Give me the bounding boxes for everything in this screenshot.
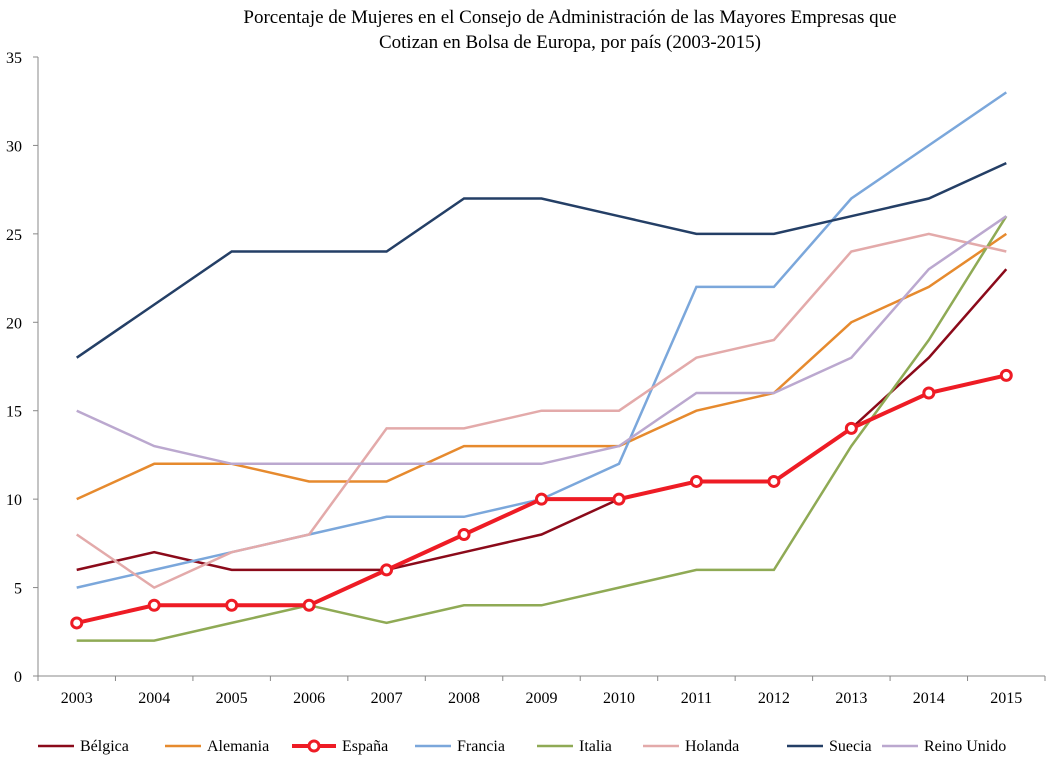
series-italia bbox=[76, 215, 1008, 642]
legend-entry-alemania: Alemania bbox=[165, 738, 269, 755]
data-point-espana bbox=[999, 368, 1013, 382]
legend-label: Reino Unido bbox=[924, 738, 1006, 755]
legend-entry-italia: Italia bbox=[537, 738, 612, 755]
legend-label: Suecia bbox=[829, 738, 872, 755]
y-tick-label: 25 bbox=[6, 227, 22, 244]
chart-axes bbox=[37, 57, 1045, 677]
x-tick-label: 2005 bbox=[216, 690, 248, 707]
legend-label: Alemania bbox=[207, 738, 269, 755]
y-tick-label: 0 bbox=[14, 669, 22, 686]
x-tick-label: 2006 bbox=[293, 690, 325, 707]
data-point-espana bbox=[922, 386, 936, 400]
series-line-reino-unido bbox=[76, 215, 1008, 466]
x-tick-label: 2008 bbox=[448, 690, 480, 707]
data-point-espana bbox=[225, 598, 239, 612]
data-point-espana bbox=[302, 598, 316, 612]
legend-label: Holanda bbox=[685, 738, 739, 755]
legend-label: Bélgica bbox=[80, 738, 129, 755]
data-point-espana bbox=[612, 492, 626, 506]
legend-entry-belgica: Bélgica bbox=[38, 738, 129, 755]
x-tick-label: 2009 bbox=[526, 690, 558, 707]
series-suecia bbox=[75, 161, 1007, 359]
y-tick-label: 5 bbox=[14, 581, 22, 598]
x-tick-label: 2013 bbox=[835, 690, 867, 707]
y-tick-label: 10 bbox=[6, 492, 22, 509]
chart-title-line-2: Cotizan en Bolsa de Europa, por país (20… bbox=[379, 32, 761, 53]
legend-label: Italia bbox=[579, 738, 612, 755]
series-espana bbox=[70, 368, 1013, 630]
x-tick-label: 2007 bbox=[371, 690, 403, 707]
series-holanda bbox=[75, 232, 1007, 590]
chart-title-line-1: Porcentaje de Mujeres en el Consejo de A… bbox=[243, 7, 896, 28]
data-point-espana bbox=[767, 474, 781, 488]
data-point-espana bbox=[70, 616, 84, 630]
data-point-espana bbox=[147, 598, 161, 612]
x-tick-label: 2010 bbox=[603, 690, 635, 707]
legend-entry-suecia: Suecia bbox=[787, 738, 872, 755]
data-point-espana bbox=[689, 474, 703, 488]
y-tick-label: 30 bbox=[6, 138, 22, 155]
data-point-espana bbox=[535, 492, 548, 506]
x-tick-label: 2003 bbox=[61, 690, 93, 707]
series-line-italia bbox=[76, 215, 1008, 642]
x-tick-label: 2011 bbox=[681, 690, 712, 707]
x-tick-label: 2014 bbox=[913, 690, 945, 707]
x-axis-ticks: 2003 2004 2005 2006 2007 2008 2009 2010 2011 2012… bbox=[37, 676, 1046, 707]
series-reino-unido bbox=[76, 215, 1008, 466]
legend-entry-reino-unido: Reino Unido bbox=[882, 738, 1006, 755]
series-line-holanda bbox=[75, 232, 1007, 590]
legend-entry-espana: España bbox=[292, 738, 388, 755]
series-line-suecia bbox=[75, 161, 1007, 359]
data-point-espana bbox=[380, 563, 394, 577]
legend-entry-holanda: Holanda bbox=[643, 738, 739, 755]
legend-entry-francia: Francia bbox=[415, 738, 505, 755]
x-tick-label: 2004 bbox=[138, 690, 170, 707]
chart-title: Porcentaje de Mujeres en el Consejo de A… bbox=[243, 7, 896, 53]
chart-series bbox=[70, 91, 1013, 642]
x-tick-label: 2012 bbox=[758, 690, 790, 707]
y-tick-label: 35 bbox=[6, 50, 22, 67]
y-tick-label: 20 bbox=[6, 315, 22, 332]
y-tick-label: 15 bbox=[6, 404, 22, 421]
legend-label: España bbox=[342, 738, 388, 755]
legend-marker bbox=[307, 739, 321, 753]
data-point-espana bbox=[844, 421, 858, 435]
y-axis-ticks: 0 5 10 15 20 25 30 35 bbox=[6, 50, 38, 686]
chart-legend: Bélgica Alemania España Francia Italia Holand… bbox=[38, 738, 1006, 755]
x-tick-label: 2015 bbox=[990, 690, 1022, 707]
legend-label: Francia bbox=[457, 738, 505, 755]
data-point-espana bbox=[457, 528, 471, 542]
